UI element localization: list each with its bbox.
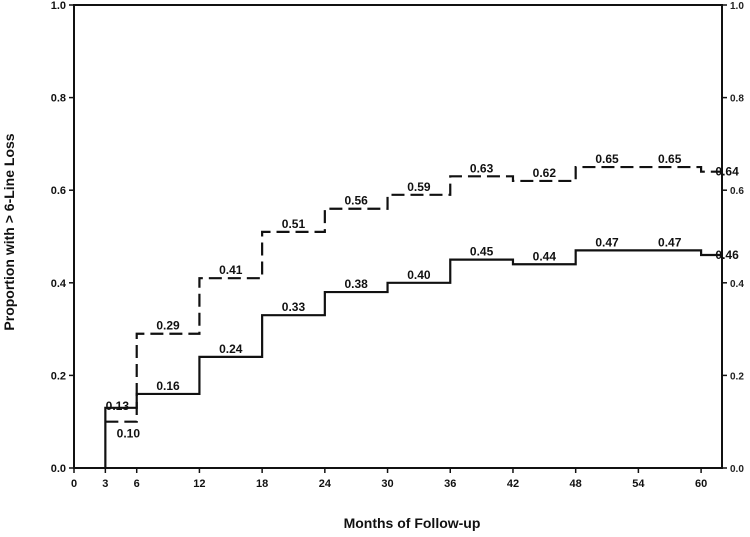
- x-tick-label: 0: [71, 478, 77, 490]
- y-tick-label: 0.4: [51, 278, 67, 290]
- dashed-data-label: 0.62: [533, 166, 557, 180]
- right-y-tick-label: 1.0: [730, 1, 744, 12]
- dashed-step-line: [105, 165, 722, 423]
- dashed-data-label: 0.64: [715, 165, 739, 179]
- solid-data-label: 0.16: [156, 379, 180, 393]
- dashed-data-label: 0.29: [156, 319, 180, 333]
- solid-data-label: 0.33: [282, 300, 306, 314]
- plot-frame: [73, 4, 723, 469]
- solid-data-label: 0.45: [470, 245, 494, 259]
- dashed-data-label: 0.56: [345, 194, 369, 208]
- dashed-data-label: 0.63: [470, 161, 494, 175]
- y-tick-label: 0.6: [51, 185, 66, 197]
- dashed-data-label: 0.59: [407, 180, 431, 194]
- solid-data-label: 0.47: [595, 235, 619, 249]
- solid-data-label: 0.38: [345, 277, 369, 291]
- solid-data-label: 0.40: [407, 268, 431, 282]
- dashed-data-label: 0.65: [658, 152, 682, 166]
- solid-data-label: 0.24: [219, 342, 243, 356]
- solid-data-label: 0.46: [715, 248, 739, 262]
- right-y-tick-label: 0.0: [730, 464, 744, 475]
- series-layer: [104, 165, 722, 468]
- right-y-tick-label: 0.6: [730, 186, 744, 197]
- x-tick-label: 30: [381, 478, 393, 490]
- dashed-data-label: 0.10: [117, 427, 141, 441]
- x-tick-label: 48: [570, 478, 582, 490]
- y-tick-label: 1.0: [51, 0, 66, 12]
- y-axis-title: Proportion with > 6-Line Loss: [1, 133, 17, 330]
- x-tick-label: 3: [102, 478, 108, 490]
- right-y-tick-label: 0.2: [730, 371, 744, 382]
- y-tick-label: 0.8: [51, 93, 66, 105]
- data-labels: 0.13 0.16 0.24 0.33 0.38 0.40 0.45 0.44 0.47 0.47…: [106, 152, 739, 441]
- x-tick-label: 24: [319, 478, 332, 490]
- x-tick-label: 42: [507, 478, 519, 490]
- solid-data-label: 0.44: [533, 249, 557, 263]
- x-tick-label: 36: [444, 478, 456, 490]
- x-tick-label: 60: [695, 478, 707, 490]
- x-tick-label: 54: [632, 478, 645, 490]
- solid-data-label: 0.13: [106, 399, 130, 413]
- solid-data-label: 0.47: [658, 235, 682, 249]
- y-tick-label: 0.0: [51, 463, 66, 475]
- dashed-data-label: 0.65: [595, 152, 619, 166]
- y-tick-label: 0.2: [51, 370, 66, 382]
- solid-step-line: [104, 249, 722, 468]
- axes: 0 3 6 12 18 24 30 36 42 48 54 600.00.20.40.60.81.00…: [51, 0, 745, 490]
- dashed-data-label: 0.51: [282, 217, 306, 231]
- x-tick-label: 6: [134, 478, 140, 490]
- x-axis-title: Months of Follow-up: [344, 515, 481, 531]
- right-y-tick-label: 0.8: [730, 94, 744, 105]
- dashed-data-label: 0.41: [219, 263, 243, 277]
- x-tick-label: 18: [256, 478, 268, 490]
- x-tick-label: 12: [193, 478, 205, 490]
- right-y-tick-label: 0.4: [730, 279, 744, 290]
